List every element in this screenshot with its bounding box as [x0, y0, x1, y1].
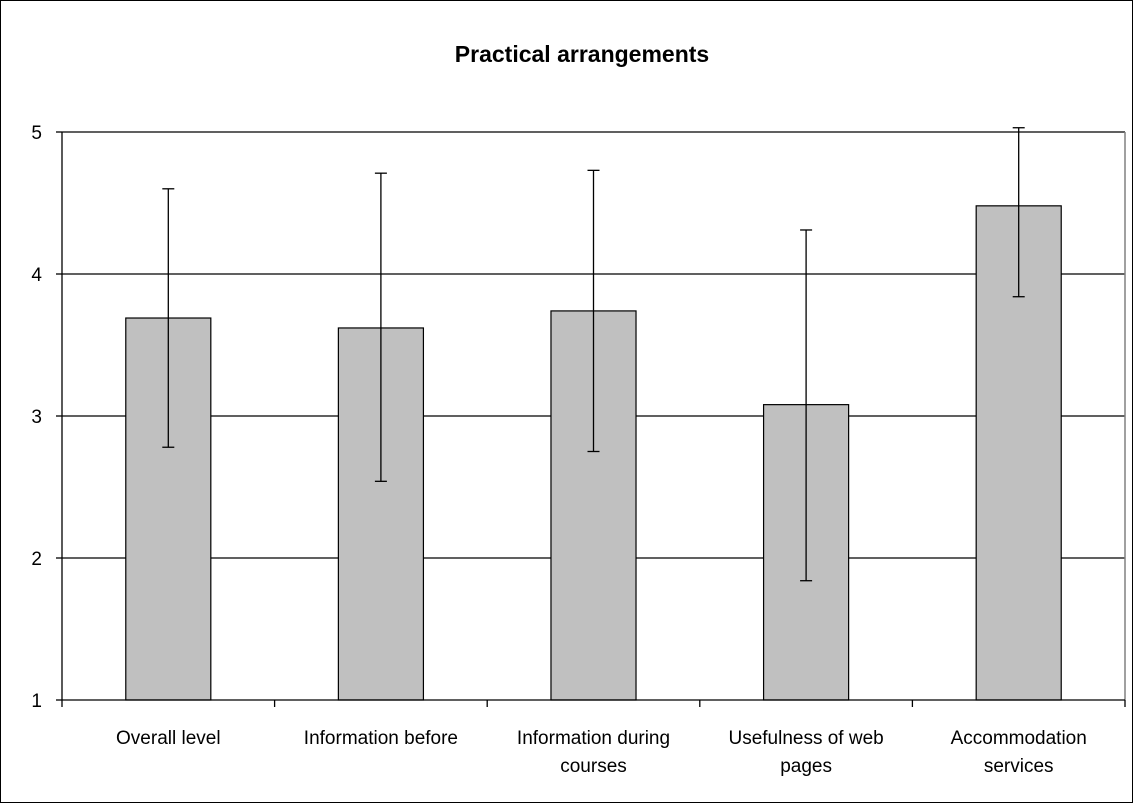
- x-category-label-line: Usefulness of web: [728, 728, 883, 749]
- x-category-label-4: Usefulness of web pages: [728, 728, 883, 777]
- bars: [125, 205, 1062, 701]
- y-tick-label-2: 2: [31, 549, 42, 570]
- x-category-label-1: Overall level: [116, 728, 221, 749]
- x-category-label-line: Accommodation: [951, 728, 1087, 749]
- error-bar-1: [162, 188, 175, 448]
- error-bar-2: [374, 172, 387, 482]
- y-tick-label-4: 4: [31, 265, 42, 286]
- x-category-label-line: courses: [560, 756, 627, 777]
- x-category-labels: Overall level Information before Informati…: [116, 728, 1087, 777]
- x-category-label-line: Overall level: [116, 728, 221, 749]
- x-category-label-line: services: [984, 756, 1054, 777]
- chart-title: Practical arrangements: [455, 41, 709, 67]
- x-category-label-5: Accommodation services: [951, 728, 1087, 777]
- x-category-label-line: Information before: [304, 728, 458, 749]
- y-tick-label-3: 3: [31, 407, 42, 428]
- y-tick-label-1: 1: [31, 691, 42, 712]
- error-bars: [162, 127, 1025, 582]
- y-tick-label-5: 5: [31, 123, 42, 144]
- x-category-label-line: Information during: [517, 728, 670, 749]
- x-category-label-3: Information during courses: [517, 728, 670, 777]
- axes: [56, 131, 1126, 707]
- x-category-label-2: Information before: [304, 728, 458, 749]
- y-tick-labels: 1 2 3 4 5: [31, 123, 42, 712]
- error-bar-3: [587, 169, 600, 453]
- error-bar-5: [1012, 127, 1025, 298]
- error-bar-4: [800, 229, 813, 582]
- x-category-label-line: pages: [780, 756, 832, 777]
